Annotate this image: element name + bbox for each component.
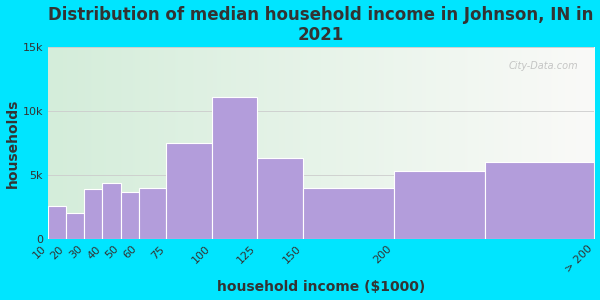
Text: City-Data.com: City-Data.com [508, 61, 578, 71]
Bar [257, 158, 303, 239]
X-axis label: household income ($1000): household income ($1000) [217, 280, 425, 294]
Bar [212, 97, 257, 239]
Bar [66, 213, 84, 239]
Bar [84, 189, 103, 239]
Bar [166, 143, 212, 239]
Bar [303, 188, 394, 239]
Bar [139, 188, 166, 239]
Title: Distribution of median household income in Johnson, IN in
2021: Distribution of median household income … [49, 6, 594, 44]
Bar [47, 206, 66, 239]
Bar [394, 171, 485, 239]
Y-axis label: households: households [5, 98, 20, 188]
Bar [121, 192, 139, 239]
Bar [485, 162, 595, 239]
Bar [103, 183, 121, 239]
